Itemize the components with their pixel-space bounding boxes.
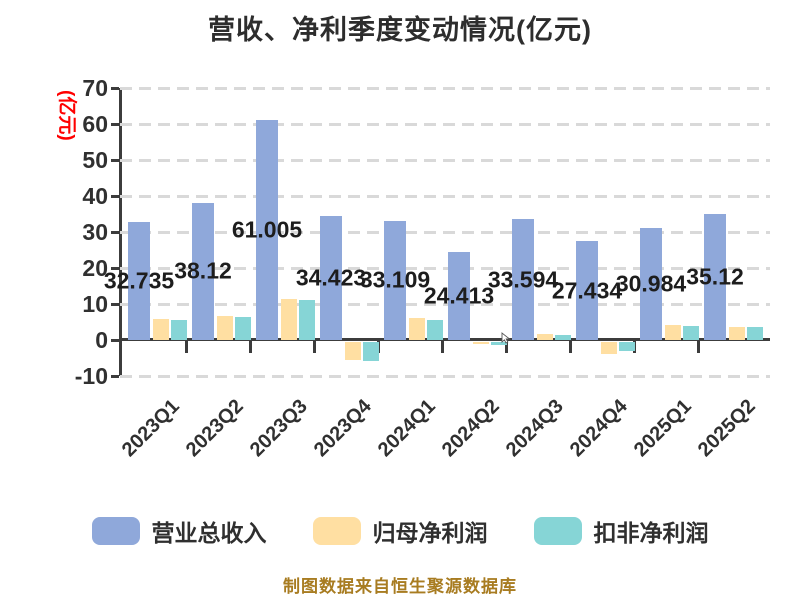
bar-value-label: 33.109 [359, 266, 431, 293]
non-gaap-profit-bar [363, 341, 379, 361]
x-tick [440, 341, 444, 353]
revenue-bar [256, 120, 278, 340]
revenue-bar [384, 220, 406, 340]
y-tick-50 [111, 158, 119, 162]
y-tick-10 [111, 302, 119, 306]
non-gaap-profit-bar [235, 316, 251, 340]
legend-item-non-gaap-profit: 扣非净利润 [533, 514, 709, 548]
bar-value-label: 30.984 [615, 270, 687, 297]
net-profit-bar [473, 341, 489, 345]
revenue-bar [704, 213, 726, 340]
x-tick [568, 341, 572, 353]
y-tick--10 [111, 374, 119, 378]
non-gaap-profit-bar [491, 341, 507, 346]
bar-value-label: 61.005 [231, 216, 303, 243]
bar-value-label: 24.413 [423, 282, 495, 309]
non-gaap-profit-bar [683, 326, 699, 340]
bar-value-label: 38.12 [174, 257, 232, 284]
net-profit-swatch-icon [312, 517, 361, 545]
legend-label: 扣非净利润 [593, 520, 709, 546]
non-gaap-profit-swatch-icon [533, 517, 582, 545]
legend-label: 营业总收入 [151, 520, 267, 546]
x-tick [504, 341, 508, 353]
gridline-y-20 [120, 266, 770, 270]
revenue-bar [448, 252, 470, 340]
y-tick-label: 10 [82, 291, 108, 317]
net-profit-bar [601, 341, 617, 355]
y-tick-label: 0 [95, 327, 108, 353]
chart-title: 营收、净利季度变动情况(亿元) [208, 15, 592, 45]
net-profit-bar [281, 298, 297, 340]
x-tick [184, 341, 188, 353]
y-tick-label: -10 [74, 363, 108, 389]
x-tick [312, 341, 316, 353]
bar-value-label: 33.594 [487, 266, 559, 293]
revenue-bar [512, 219, 534, 340]
bar-value-label: 27.434 [551, 277, 623, 304]
revenue-bar [320, 216, 342, 340]
y-tick-0 [111, 338, 119, 342]
non-gaap-profit-bar [427, 319, 443, 340]
y-tick-60 [111, 122, 119, 126]
non-gaap-profit-bar [747, 327, 763, 340]
non-gaap-profit-bar [619, 341, 635, 351]
x-axis-line [119, 338, 770, 341]
revenue-bar [640, 228, 662, 340]
gridline-y-70 [120, 86, 770, 90]
legend-item-revenue: 营业总收入 [91, 514, 267, 548]
legend: 营业总收入 归母净利润 扣非净利润 [0, 514, 800, 548]
y-tick-20 [111, 266, 119, 270]
legend-label: 归母净利润 [372, 520, 488, 546]
net-profit-bar [153, 319, 169, 340]
net-profit-bar [217, 316, 233, 340]
bar-value-label: 32.735 [103, 267, 175, 294]
data-source-note: 制图数据来自恒生聚源数据库 [283, 577, 517, 596]
gridline-y-60 [120, 122, 770, 126]
revenue-bar [576, 241, 598, 340]
net-profit-bar [409, 318, 425, 340]
non-gaap-profit-bar [299, 299, 315, 340]
gridline-y-40 [120, 194, 770, 198]
y-tick-30 [111, 230, 119, 234]
y-tick-label: 60 [82, 111, 108, 137]
legend-item-net-profit: 归母净利润 [312, 514, 488, 548]
x-tick [248, 341, 252, 353]
gridline-y-50 [120, 158, 770, 162]
revenue-bar [128, 222, 150, 340]
y-tick-label: 40 [82, 183, 108, 209]
revenue-bar [192, 202, 214, 340]
net-profit-bar [345, 341, 361, 360]
gridline-y-30 [120, 230, 770, 234]
x-tick [696, 341, 700, 353]
y-tick-70 [111, 86, 119, 90]
non-gaap-profit-bar [171, 320, 187, 340]
non-gaap-profit-bar [555, 334, 571, 340]
y-tick-label: 50 [82, 147, 108, 173]
net-profit-bar [537, 333, 553, 340]
gridline-y-10 [120, 302, 770, 306]
y-tick-label: 20 [82, 255, 108, 281]
y-tick-label: 30 [82, 219, 108, 245]
gridline-y--10 [120, 374, 770, 378]
revenue-swatch-icon [91, 517, 140, 545]
net-profit-bar [729, 326, 745, 340]
bar-value-label: 34.423 [295, 264, 367, 291]
mouse-cursor-icon [501, 331, 513, 344]
y-tick-label: 70 [82, 75, 108, 101]
y-tick-40 [111, 194, 119, 198]
net-profit-bar [665, 325, 681, 340]
bar-value-label: 35.12 [686, 263, 744, 290]
